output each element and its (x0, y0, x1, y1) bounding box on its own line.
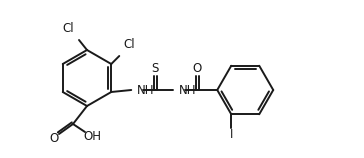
Text: OH: OH (83, 130, 101, 143)
Text: Cl: Cl (62, 22, 74, 36)
Text: O: O (193, 61, 202, 75)
Text: NH: NH (179, 85, 197, 97)
Text: I: I (230, 128, 233, 141)
Text: O: O (50, 131, 59, 145)
Text: S: S (151, 61, 159, 75)
Text: Cl: Cl (123, 39, 135, 52)
Text: NH: NH (137, 85, 155, 97)
